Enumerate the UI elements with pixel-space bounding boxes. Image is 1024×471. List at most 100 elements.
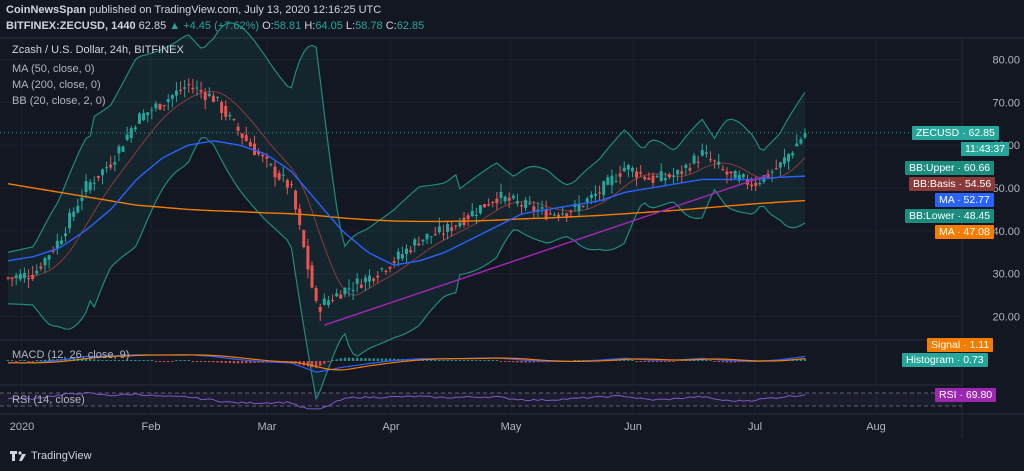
macd-histogram-bar xyxy=(88,358,92,361)
candle-body xyxy=(441,233,445,235)
candle-body xyxy=(778,162,782,168)
macd-histogram-bar xyxy=(162,361,166,362)
candle-body xyxy=(499,191,503,198)
candle-body xyxy=(146,112,150,116)
candle-body xyxy=(421,239,425,242)
candle-body xyxy=(474,215,478,217)
tag-bb-lower-label: BB:Lower xyxy=(909,210,955,222)
candle-body xyxy=(507,197,511,201)
candle-body xyxy=(174,90,178,96)
macd-histogram-bar xyxy=(331,360,334,361)
legend-macd[interactable]: MACD (12, 26, close, 9) xyxy=(12,349,130,361)
candle-body xyxy=(10,277,14,279)
rsi-line xyxy=(7,391,806,410)
candle-body xyxy=(121,146,125,152)
publisher-name: CoinNewsSpan xyxy=(6,4,87,16)
macd-histogram-bar xyxy=(438,360,441,361)
tradingview-footer[interactable]: TradingView xyxy=(10,450,92,462)
candle-body xyxy=(454,225,458,227)
tag-countdown: 11:43:37 xyxy=(961,142,1010,156)
tag-ma50-label: MA xyxy=(939,194,955,206)
candle-body xyxy=(450,227,454,231)
macd-histogram-bar xyxy=(109,360,112,361)
macd-histogram-bar xyxy=(171,361,174,362)
candle-body xyxy=(524,200,528,209)
macd-histogram-bar xyxy=(729,361,733,363)
candle-body xyxy=(659,171,663,182)
tag-bb-basis-value: 54.56 xyxy=(964,178,992,190)
candle-body xyxy=(96,175,100,178)
macd-histogram-bar xyxy=(253,361,256,363)
candle-body xyxy=(622,167,626,172)
macd-histogram-bar xyxy=(446,360,449,361)
macd-histogram-bar xyxy=(668,361,671,362)
legend-rsi[interactable]: RSI (14, close) xyxy=(12,394,85,406)
ma200-line xyxy=(7,183,806,223)
candle-body xyxy=(220,102,224,113)
candle-body xyxy=(782,157,786,164)
macd-histogram-bar xyxy=(335,359,338,361)
macd-histogram-bar xyxy=(232,361,236,364)
legend-bb[interactable]: BB (20, close, 2, 0) xyxy=(12,95,106,107)
tag-bb-upper-label: BB:Upper xyxy=(909,162,955,174)
macd-histogram-bar xyxy=(487,360,490,361)
macd-histogram-bar xyxy=(512,361,515,363)
macd-histogram-bar xyxy=(236,361,240,364)
candle-body xyxy=(331,299,335,301)
candle-body xyxy=(277,173,281,180)
candle-body xyxy=(635,171,639,178)
macd-histogram-bar xyxy=(475,360,478,361)
candle-body xyxy=(51,250,55,252)
candle-body xyxy=(655,176,659,178)
macd-histogram-bar xyxy=(195,361,199,362)
candle-body xyxy=(142,113,146,121)
candle-body xyxy=(347,288,351,290)
macd-histogram-bar xyxy=(306,361,310,367)
macd-histogram-bar xyxy=(183,360,186,361)
macd-histogram-bar xyxy=(27,361,30,362)
candle-body xyxy=(203,92,207,100)
tag-signal-label: Signal xyxy=(931,339,961,351)
candle-body xyxy=(289,183,293,185)
legend-ma50[interactable]: MA (50, close, 0) xyxy=(12,63,95,75)
macd-histogram-bar xyxy=(627,360,630,361)
y-tick-label: 80.00 xyxy=(992,54,1020,66)
legend-ma200[interactable]: MA (200, close, 0) xyxy=(12,79,101,91)
candle-body xyxy=(314,287,318,301)
candle-body xyxy=(437,226,441,233)
macd-histogram-bar xyxy=(528,361,531,363)
candle-body xyxy=(750,184,754,187)
candle-body xyxy=(561,213,565,215)
candle-body xyxy=(162,105,166,107)
macd-pane xyxy=(6,354,807,373)
macd-histogram-bar xyxy=(725,361,729,363)
macd-histogram-bar xyxy=(121,360,125,361)
bb-upper-line xyxy=(7,22,806,253)
candle-body xyxy=(688,168,692,171)
macd-histogram-bar xyxy=(125,360,129,361)
candle-body xyxy=(680,171,684,174)
macd-histogram-bar xyxy=(688,360,692,361)
candle-body xyxy=(413,239,417,246)
macd-histogram-bar xyxy=(380,358,384,361)
candle-body xyxy=(676,170,680,175)
price-change: ▲ +4.45 (+7.62%) xyxy=(169,20,260,32)
macd-histogram-bar xyxy=(224,361,227,363)
chart-title: Zcash / U.S. Dollar, 24h, BITFINEX xyxy=(12,44,184,56)
candle-body xyxy=(158,104,162,110)
tag-zecusd-label: ZECUSD xyxy=(916,127,960,139)
macd-histogram-bar xyxy=(434,360,437,361)
candle-body xyxy=(228,115,232,117)
macd-histogram-bar xyxy=(23,360,26,361)
tag-zecusd: ZECUSD · 62.85 xyxy=(912,126,999,140)
last-price: 62.85 xyxy=(138,20,167,32)
candle-body xyxy=(598,192,602,194)
macd-histogram-bar xyxy=(631,360,634,361)
candle-body xyxy=(261,154,265,157)
candle-body xyxy=(351,289,355,291)
candle-body xyxy=(232,119,236,121)
macd-histogram-bar xyxy=(130,360,133,361)
macd-histogram-bar xyxy=(220,361,223,363)
candle-body xyxy=(626,165,630,170)
